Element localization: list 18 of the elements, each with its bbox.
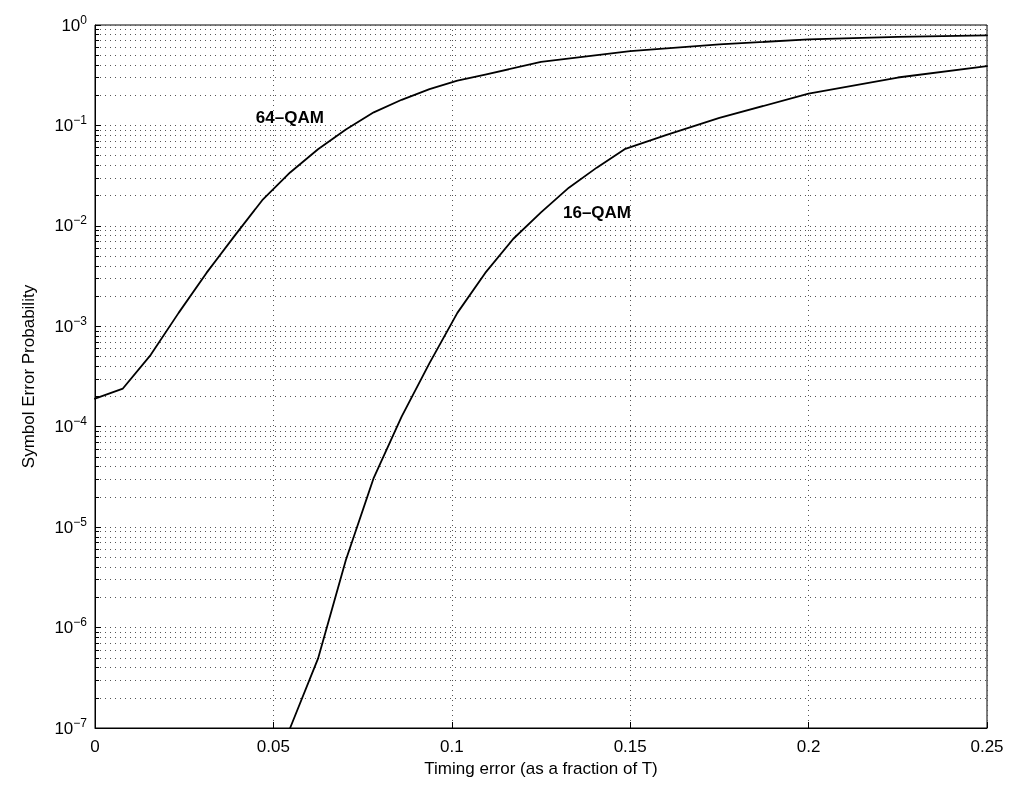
y-tick-label: 10$^{−4}$ (54, 414, 87, 437)
y-tick-label: 10$^{−6}$ (54, 615, 87, 638)
series-label: 16–QAM (563, 202, 632, 222)
y-tick-label: 10$^{−3}$ (54, 314, 87, 336)
y-tick-label: 10$^{−5}$ (54, 514, 87, 537)
x-tick-label: 0 (90, 737, 100, 756)
x-tick-label: 0.15 (613, 737, 647, 756)
series-label: 64–QAM (255, 108, 324, 128)
x-tick-label: 0.2 (796, 737, 821, 756)
x-tick-label: 0.1 (439, 737, 464, 756)
y-axis-title: Symbol Error Probability (19, 284, 38, 469)
x-axis-title: Timing error (as a fraction of T) (424, 758, 658, 778)
y-tick-label: 10$^{0}$ (61, 12, 87, 35)
y-tick-label: 10$^{−2}$ (54, 213, 87, 236)
x-tick-label: 0.05 (256, 737, 290, 756)
x-tick-label: 0.25 (970, 737, 1004, 756)
y-tick-label: 10$^{−1}$ (54, 113, 87, 135)
y-tick-label: 10$^{−7}$ (54, 715, 87, 738)
